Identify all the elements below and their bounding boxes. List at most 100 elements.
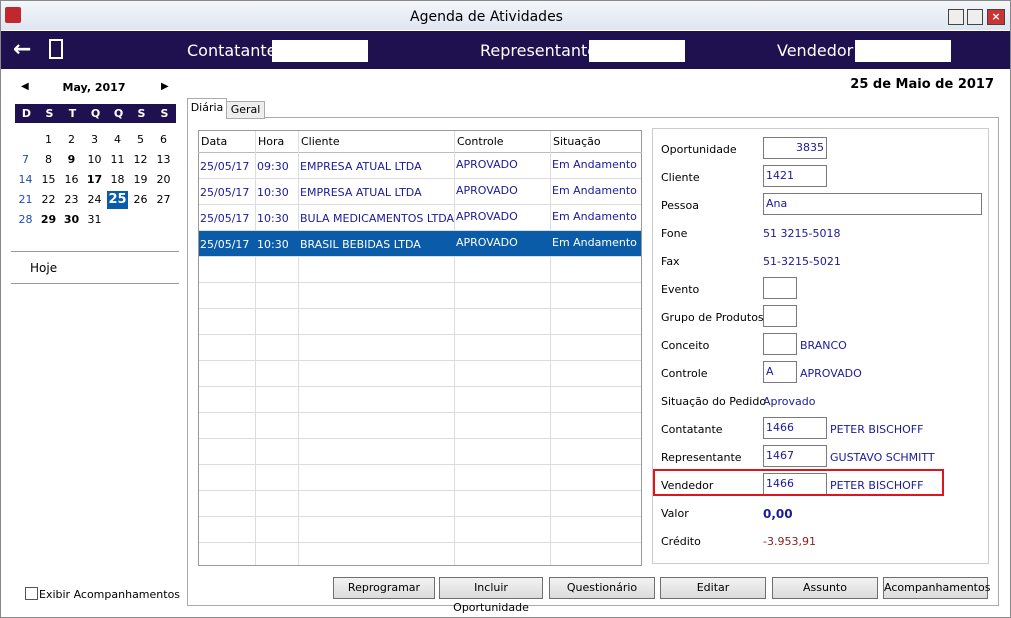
field-value: BRANCO [800, 339, 847, 352]
button[interactable]: Questionário [549, 577, 655, 599]
calendar-day[interactable]: 8 [45, 153, 52, 166]
table-cell[interactable]: EMPRESA ATUAL LTDA [300, 160, 422, 173]
calendar-day[interactable]: 17 [86, 173, 103, 186]
field-input[interactable]: 3835 [763, 137, 827, 159]
table-cell[interactable]: APROVADO [456, 184, 518, 197]
calendar-day[interactable]: 14 [18, 173, 33, 186]
field-input[interactable] [763, 305, 797, 327]
calendar-day[interactable]: 3 [91, 133, 98, 146]
today-link[interactable]: Hoje [30, 261, 58, 275]
button[interactable]: Acompanhamentos [883, 577, 990, 599]
field-input[interactable]: 1467 [763, 445, 827, 467]
table-cell[interactable]: 25/05/17 [200, 238, 250, 251]
field-input[interactable]: 1466 [763, 417, 827, 439]
calendar-day[interactable]: 10 [87, 153, 102, 166]
field-value: 0,00 [763, 507, 793, 521]
app-icon [5, 7, 21, 23]
table-cell[interactable]: Em Andamento [552, 184, 637, 197]
calendar-day[interactable]: 9 [67, 153, 76, 166]
calendar-day[interactable]: 28 [18, 213, 33, 226]
minimize-button[interactable] [948, 9, 964, 25]
table-cell[interactable]: 25/05/17 [200, 160, 250, 173]
calendar-day[interactable]: 5 [137, 133, 144, 146]
close-button[interactable]: × [987, 9, 1005, 25]
calendar-day[interactable]: 23 [64, 193, 79, 206]
field-label: Fone [661, 227, 688, 240]
table-cell[interactable]: 10:30 [257, 212, 289, 225]
calendar-day[interactable]: 20 [156, 173, 171, 186]
checkbox[interactable] [25, 587, 38, 600]
field-label: Fax [661, 255, 680, 268]
delete-button[interactable] [49, 39, 63, 59]
button[interactable]: Assunto [772, 577, 878, 599]
calendar-day[interactable]: 31 [87, 213, 102, 226]
row-line [199, 360, 641, 361]
tab[interactable]: Diária [187, 98, 227, 118]
button[interactable]: Editar [660, 577, 766, 599]
calendar-day[interactable]: 6 [160, 133, 167, 146]
calendar-day[interactable]: 13 [156, 153, 171, 166]
prev-month[interactable]: ◀ [21, 81, 29, 92]
field-input[interactable]: 1421 [763, 165, 827, 187]
toolbar-input[interactable] [272, 40, 368, 62]
table-cell[interactable]: 10:30 [257, 238, 289, 251]
calendar-day[interactable]: 27 [156, 193, 171, 206]
tab[interactable]: Geral [226, 101, 265, 119]
button[interactable]: Reprogramar [333, 577, 435, 599]
calendar-day[interactable]: 26 [133, 193, 148, 206]
field-value: Aprovado [763, 395, 816, 408]
calendar-day[interactable]: 21 [18, 193, 33, 206]
table-cell[interactable]: 10:30 [257, 186, 289, 199]
row-line [199, 412, 641, 413]
back-button[interactable]: ← [13, 37, 32, 62]
field-input[interactable]: 1466 [763, 473, 827, 495]
column-line [550, 131, 551, 565]
weekday: Q [113, 107, 124, 120]
next-month[interactable]: ▶ [161, 81, 169, 92]
table-cell[interactable]: 25/05/17 [200, 186, 250, 199]
calendar-day[interactable]: 16 [64, 173, 79, 186]
calendar-day[interactable]: 7 [22, 153, 29, 166]
table-cell[interactable]: APROVADO [456, 158, 518, 171]
calendar-day[interactable]: 24 [87, 193, 102, 206]
calendar-day[interactable]: 11 [110, 153, 125, 166]
table-cell[interactable]: Em Andamento [552, 236, 637, 249]
table-cell[interactable]: BULA MEDICAMENTOS LTDA [300, 212, 455, 225]
table-cell[interactable]: APROVADO [456, 210, 518, 223]
table-cell[interactable]: Em Andamento [552, 158, 637, 171]
field-label: Evento [661, 283, 700, 296]
calendar-day[interactable]: 2 [68, 133, 75, 146]
calendar-day[interactable]: 19 [133, 173, 148, 186]
field-label: Contatante [661, 423, 723, 436]
row-line [199, 386, 641, 387]
maximize-button[interactable] [967, 9, 983, 25]
button[interactable]: Incluir Oportunidade [439, 577, 543, 614]
toolbar-input[interactable] [855, 40, 951, 62]
calendar-day[interactable]: 18 [110, 173, 125, 186]
calendar-day[interactable]: 4 [114, 133, 121, 146]
calendar-day[interactable]: 12 [133, 153, 148, 166]
field-input[interactable] [763, 333, 797, 355]
table-cell[interactable]: EMPRESA ATUAL LTDA [300, 186, 422, 199]
calendar-day[interactable]: 22 [41, 193, 56, 206]
separator [11, 283, 179, 284]
field-value: PETER BISCHOFF [830, 423, 924, 436]
field-input[interactable] [763, 277, 797, 299]
calendar-day[interactable]: 1 [45, 133, 52, 146]
field-input[interactable]: Ana [763, 193, 982, 215]
calendar-day[interactable]: 29 [40, 213, 57, 226]
table-cell[interactable]: Em Andamento [552, 210, 637, 223]
title-bar [1, 1, 1010, 30]
calendar-day[interactable]: 30 [63, 213, 80, 226]
table-cell[interactable]: 09:30 [257, 160, 289, 173]
column-header: Hora [258, 135, 285, 148]
toolbar-input[interactable] [589, 40, 685, 62]
calendar-day[interactable]: 15 [41, 173, 56, 186]
calendar-day[interactable]: 25 [107, 191, 128, 209]
field-value: PETER BISCHOFF [830, 479, 924, 492]
table-cell[interactable]: APROVADO [456, 236, 518, 249]
row-line [199, 256, 641, 257]
table-cell[interactable]: BRASIL BEBIDAS LTDA [300, 238, 421, 251]
table-cell[interactable]: 25/05/17 [200, 212, 250, 225]
field-input[interactable]: A [763, 361, 797, 383]
